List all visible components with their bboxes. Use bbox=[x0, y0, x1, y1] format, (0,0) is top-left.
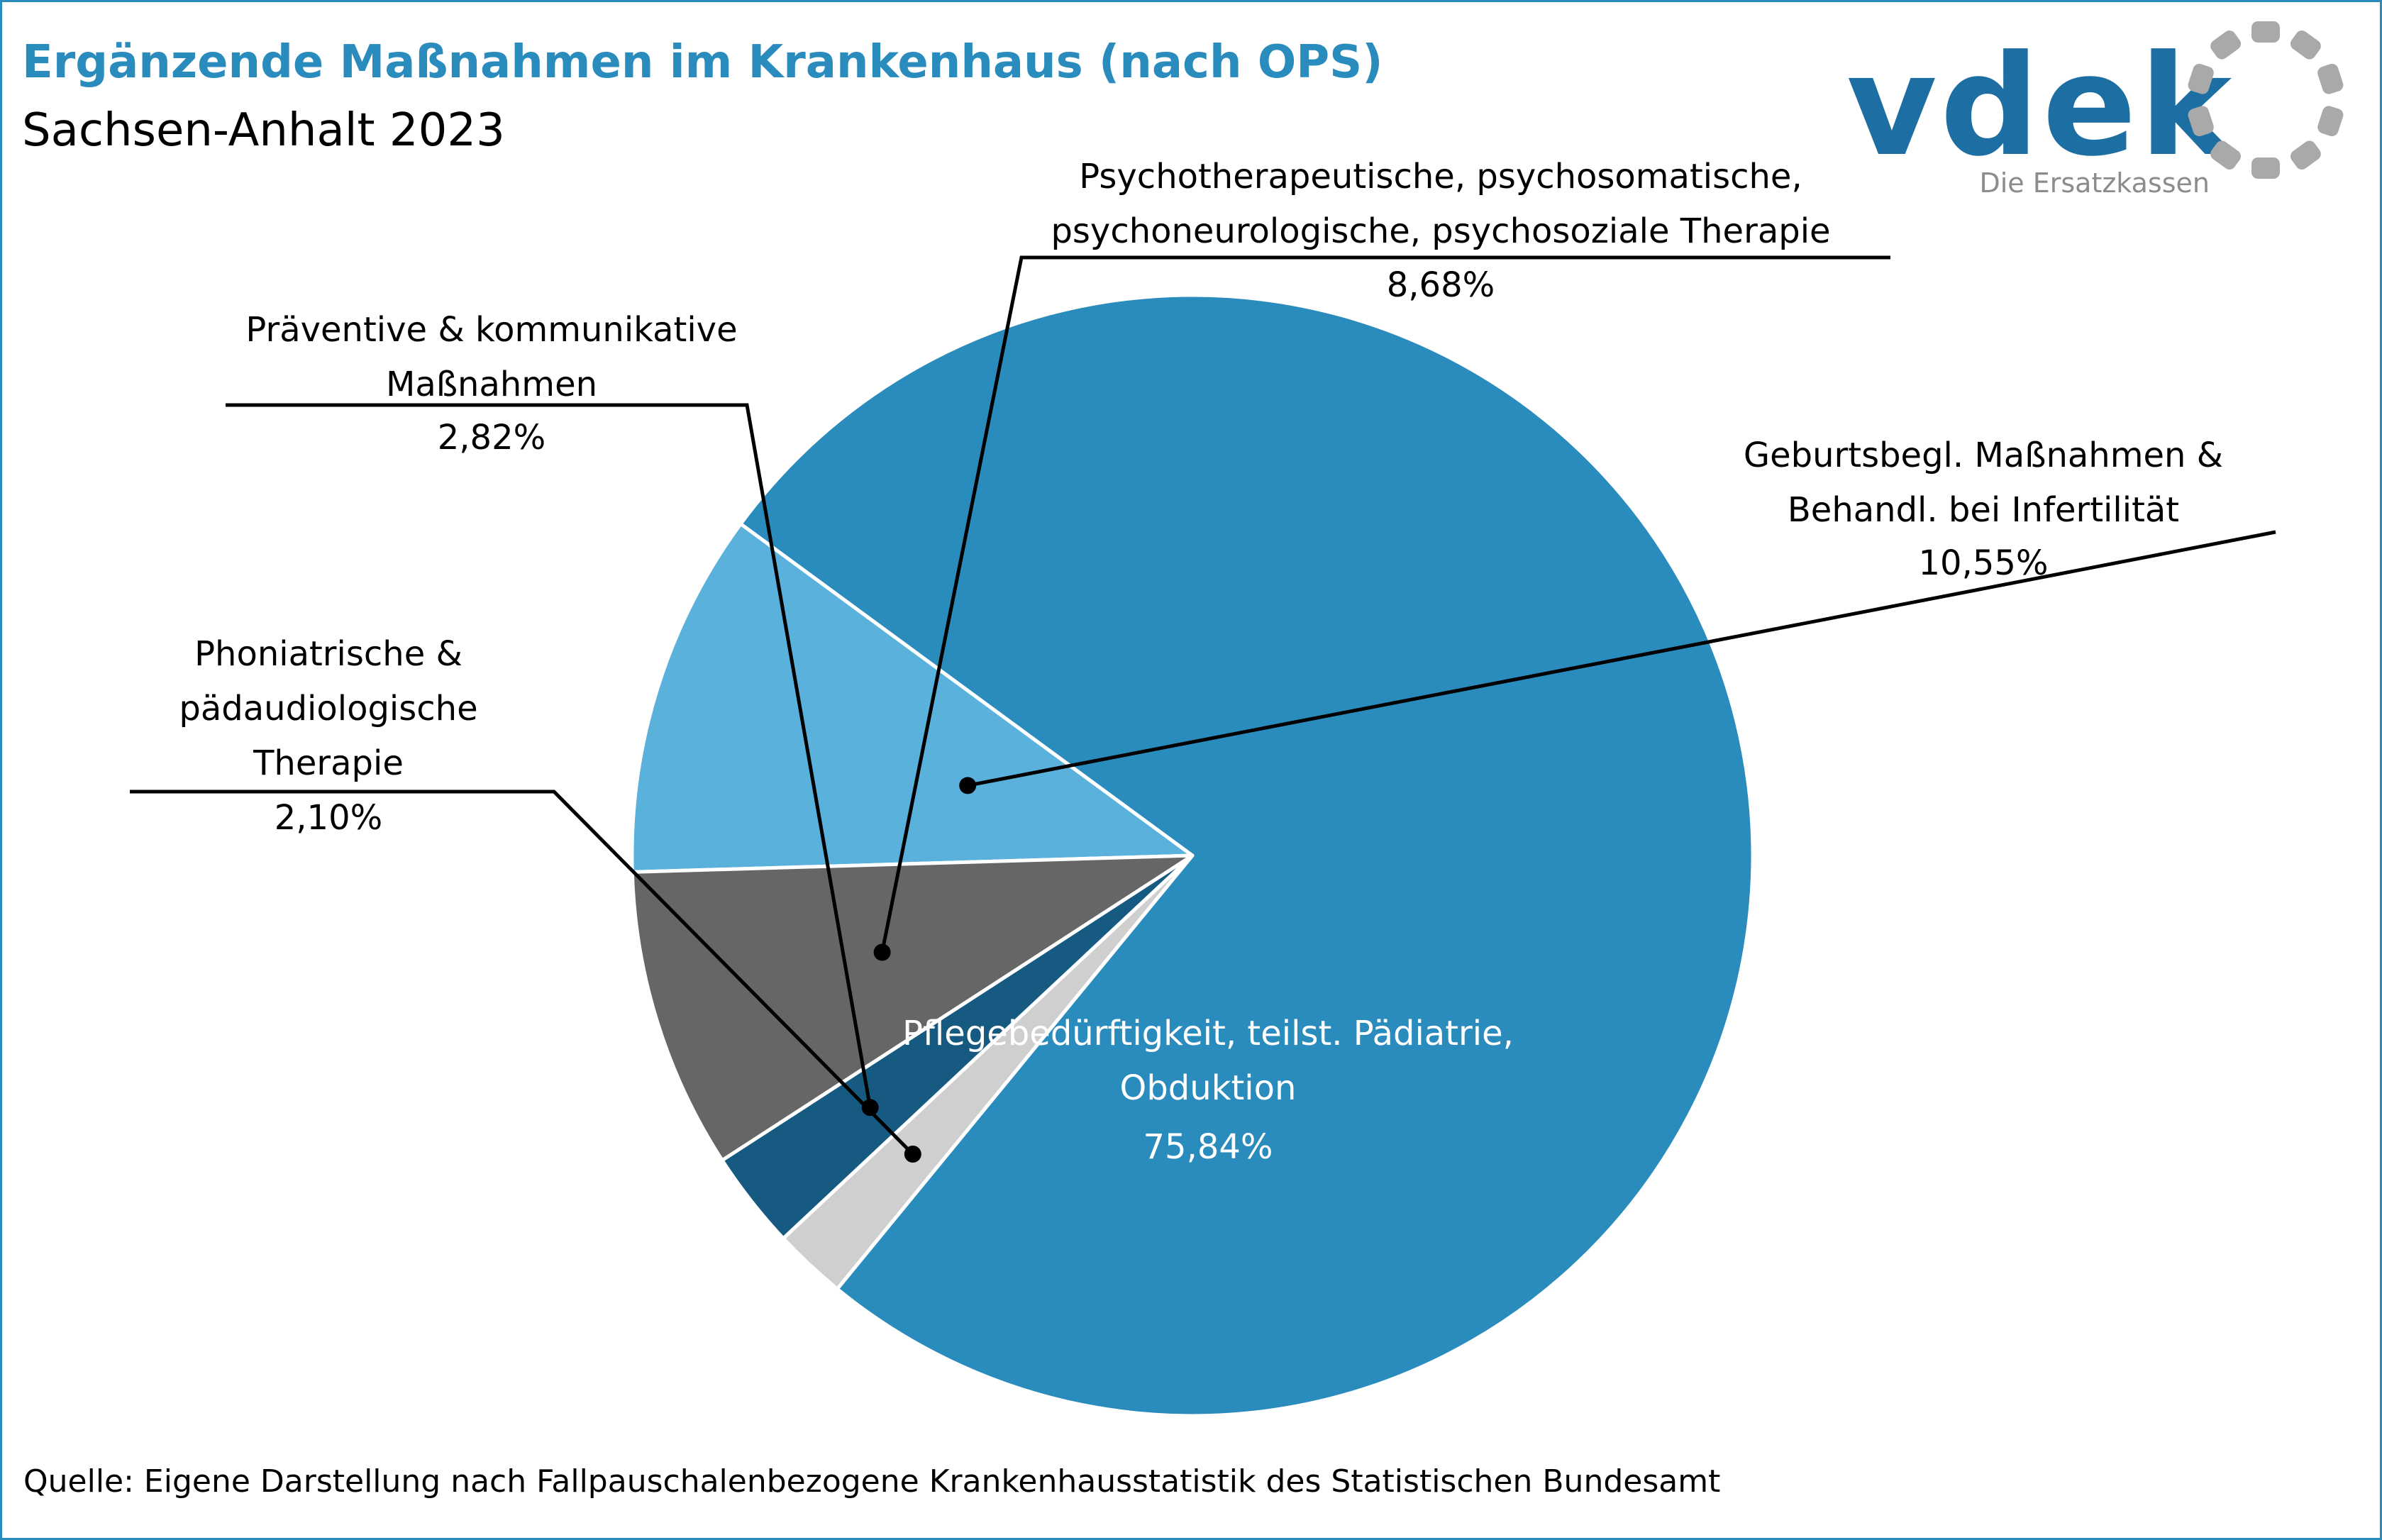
pie-slice-2 bbox=[738, 293, 1755, 1418]
leader-line-3 bbox=[130, 790, 914, 1156]
slice-value-5: 8,68% bbox=[1387, 265, 1495, 305]
logo-wordmark: vdek bbox=[1846, 26, 2235, 187]
logo-ring-block bbox=[2188, 106, 2214, 137]
pie-slice-5 bbox=[630, 853, 1195, 1163]
leader-dot-3 bbox=[904, 1146, 921, 1163]
pie-slices bbox=[630, 293, 1755, 1418]
logo-ring-block bbox=[2210, 30, 2242, 60]
slice-label-5-line-2: psychoneurologische, psychosoziale Thera… bbox=[1051, 211, 1830, 251]
logo-ring-block bbox=[2251, 21, 2280, 43]
slice-label-3-line-3: Therapie bbox=[253, 743, 404, 783]
chart-title: Ergänzende Maßnahmen im Krankenhaus (nac… bbox=[22, 36, 1383, 89]
slice-label-4-line-2: Maßnahmen bbox=[386, 365, 597, 404]
leader-dot-4 bbox=[861, 1099, 879, 1117]
logo-ring-block bbox=[2251, 157, 2280, 179]
slice-value-2: 75,84% bbox=[1143, 1127, 1273, 1167]
leader-line-4 bbox=[226, 403, 873, 1108]
leader-line-1 bbox=[967, 530, 2276, 787]
slice-value-4: 2,82% bbox=[438, 418, 545, 458]
slice-label-2-line-2: Obduktion bbox=[1120, 1068, 1297, 1108]
pie-slice-1 bbox=[630, 522, 1195, 874]
source-note: Quelle: Eigene Darstellung nach Fallpaus… bbox=[23, 1463, 1720, 1500]
logo-ring-block bbox=[2210, 140, 2242, 170]
slice-label-1-line-2: Behandl. bei Infertilität bbox=[1788, 490, 2179, 530]
slice-label-1-line-1: Geburtsbegl. Maßnahmen & bbox=[1744, 436, 2223, 475]
logo-ring-block bbox=[2290, 30, 2321, 60]
logo-tagline: Die Ersatzkassen bbox=[1979, 167, 2210, 199]
leader-dot-1 bbox=[959, 777, 977, 794]
leader-line-5 bbox=[880, 255, 1890, 953]
slice-label-2-line-1: Pflegebedürftigkeit, teilst. Pädiatrie, bbox=[902, 1014, 1514, 1053]
leader-dot-5 bbox=[873, 943, 891, 961]
logo-ring-block bbox=[2188, 63, 2214, 94]
leader-lines bbox=[130, 255, 2276, 1163]
slice-labels: Geburtsbegl. Maßnahmen & Behandl. bei Inf… bbox=[179, 157, 2223, 1167]
logo-ring-block bbox=[2290, 140, 2321, 170]
logo-ring-block bbox=[2317, 106, 2344, 137]
slice-label-4-line-1: Präventive & kommunikative bbox=[245, 310, 737, 350]
slice-value-1: 10,55% bbox=[1918, 543, 2048, 583]
slice-label-3-line-1: Phoniatrische & bbox=[194, 634, 462, 674]
slice-value-3: 2,10% bbox=[275, 798, 382, 838]
vdek-logo: vdek Die Ersatzkassen bbox=[1846, 21, 2344, 199]
slice-label-5-line-1: Psychotherapeutische, psychosomatische, bbox=[1079, 157, 1802, 196]
logo-ring-block bbox=[2317, 63, 2344, 94]
logo-ring-icon bbox=[2188, 21, 2344, 179]
slice-label-3-line-2: pädaudiologische bbox=[179, 689, 477, 729]
chart-subtitle: Sachsen-Anhalt 2023 bbox=[22, 104, 505, 157]
